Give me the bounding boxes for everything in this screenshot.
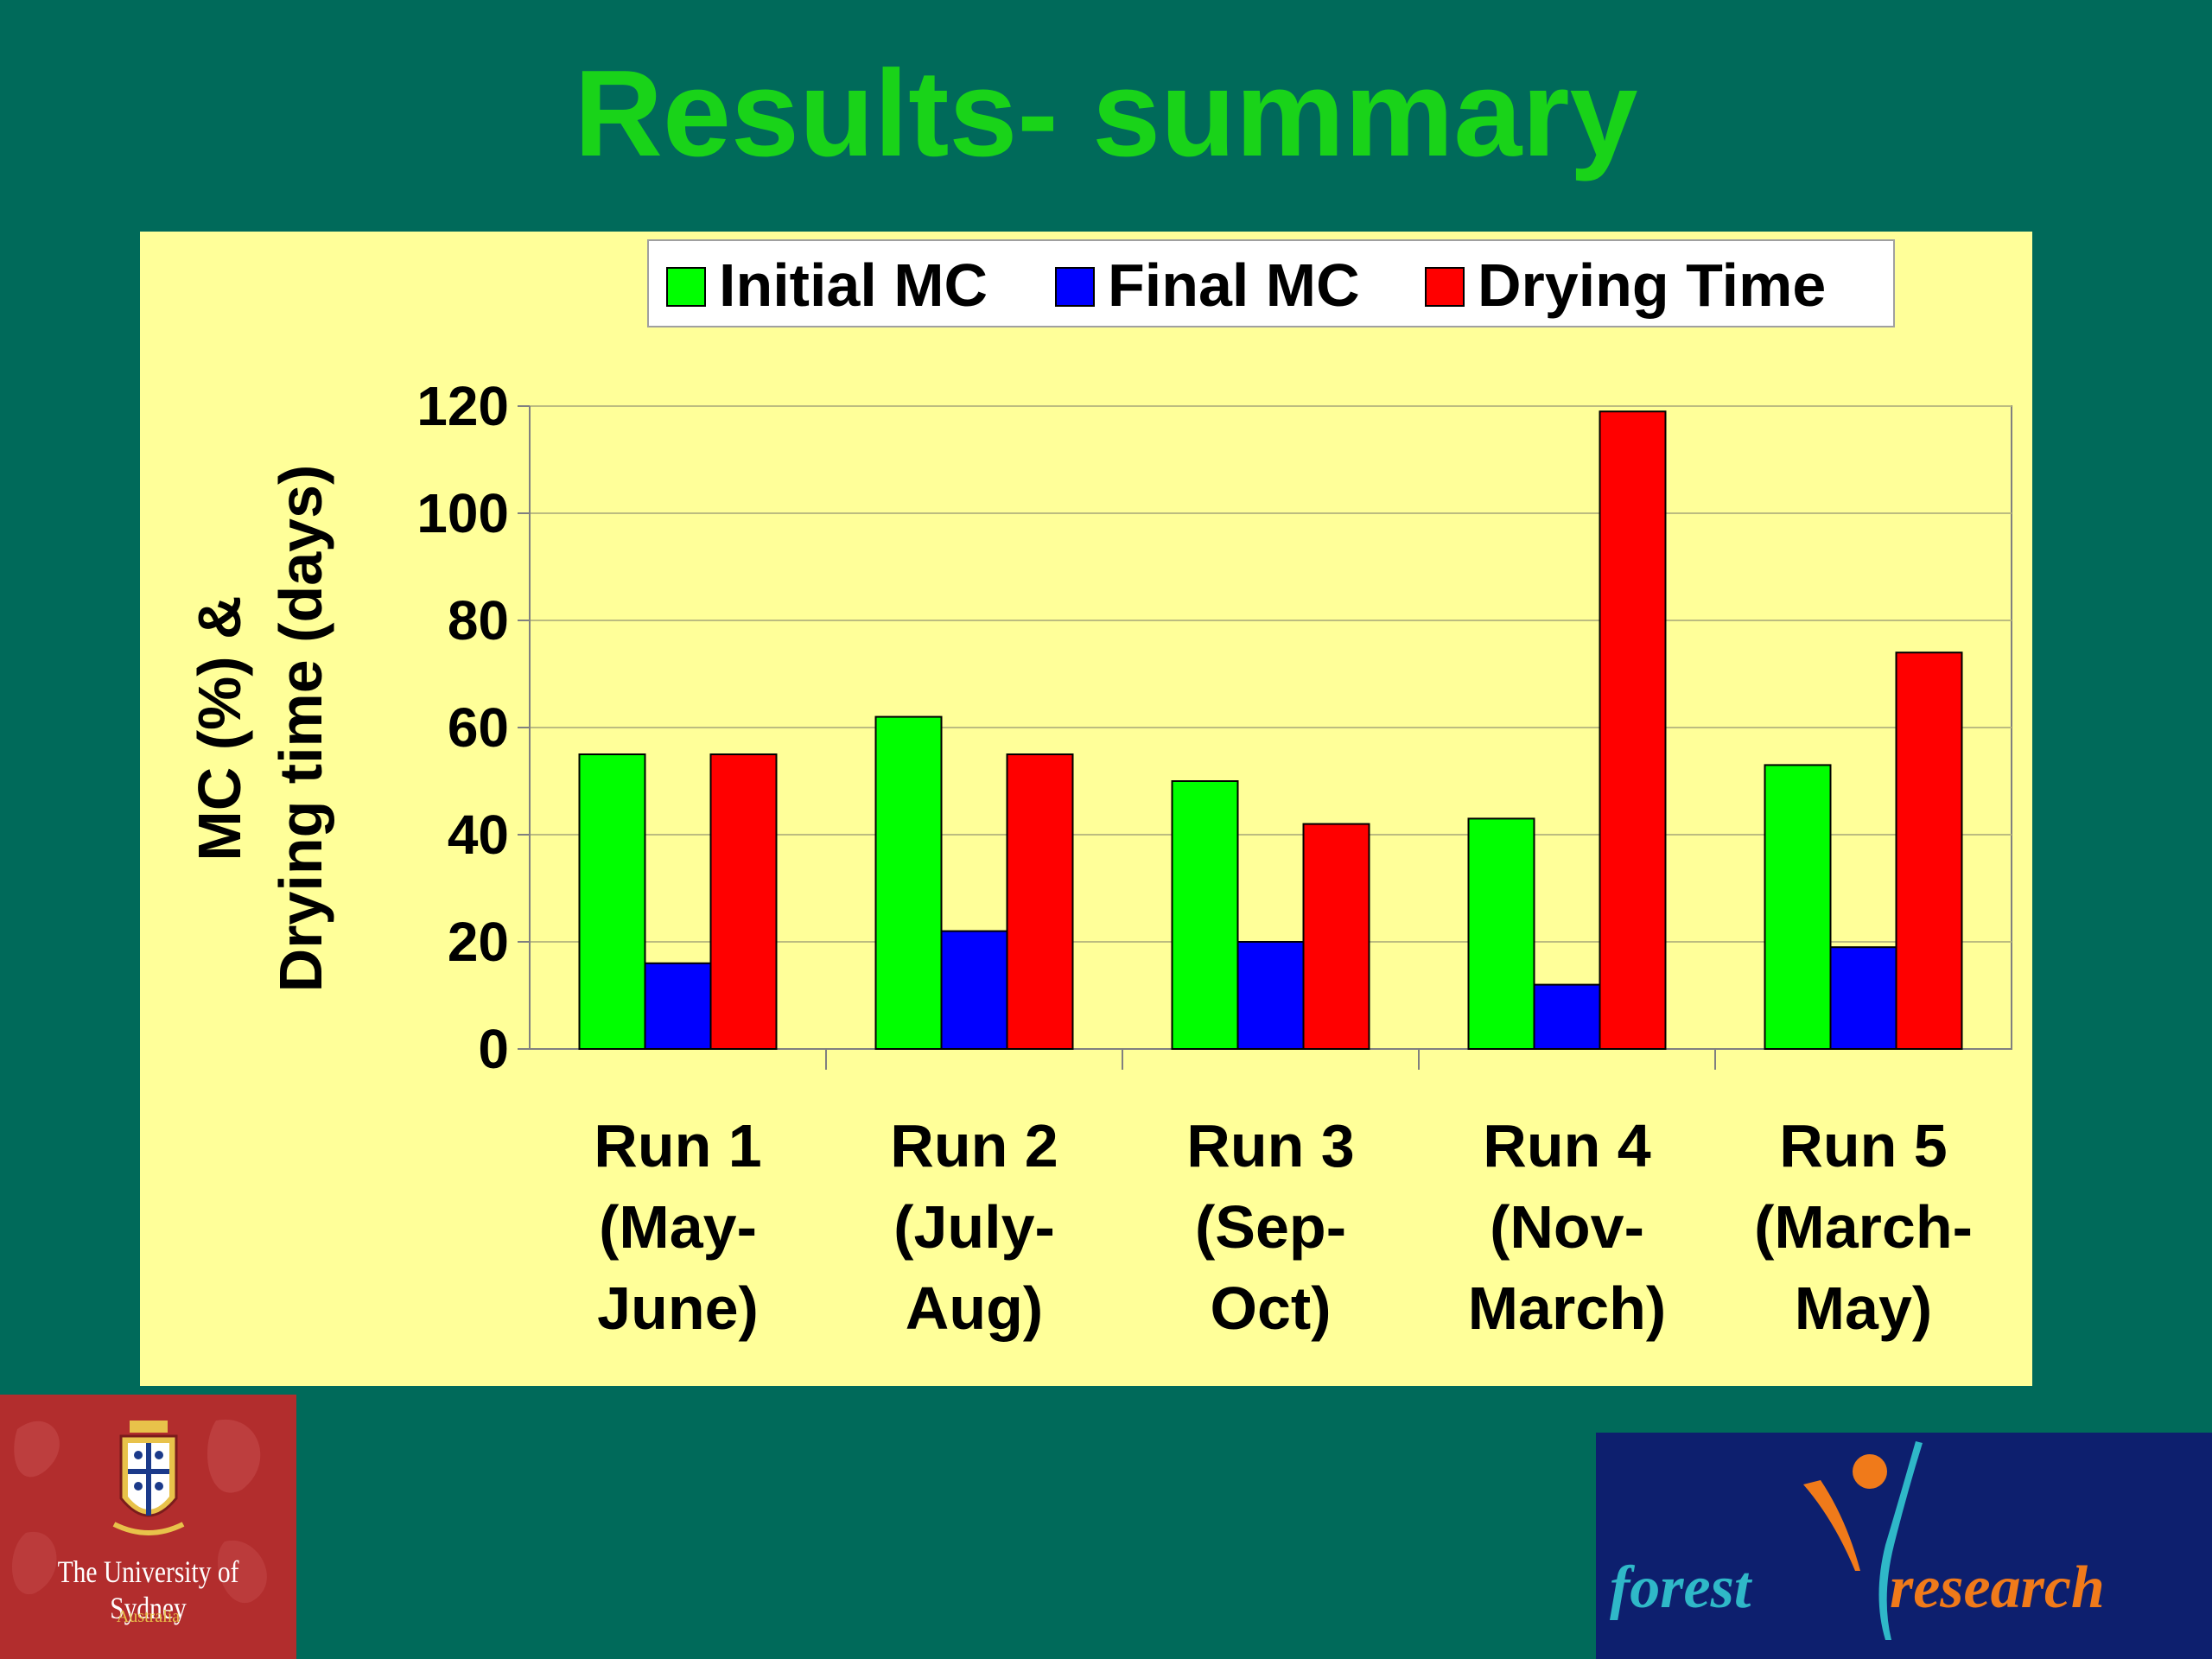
bar-chart: 0 20 40 60 80 100 120 Run 1 (May-June) Run 2 (July… <box>186 239 2012 1342</box>
y-tick-label: 80 <box>448 589 509 652</box>
legend-swatch <box>1425 267 1465 307</box>
bar-initial-mc <box>1467 817 1535 1051</box>
bar-drying-time <box>709 753 778 1050</box>
legend-label: Final MC <box>1108 251 1360 319</box>
forest-research-figure-icon <box>1803 1441 1923 1640</box>
bar-initial-mc <box>578 753 646 1050</box>
bar-drying-time <box>1895 652 1963 1050</box>
legend-swatch <box>1055 267 1095 307</box>
bar-initial-mc <box>1171 780 1239 1050</box>
x-tick-label: Run 1 (May-June) <box>594 1112 761 1342</box>
x-tick-label: Run 2 (July-Aug) <box>890 1112 1058 1342</box>
page-title: Results- summary <box>574 45 1638 182</box>
legend-label: Initial MC <box>719 251 988 319</box>
university-of-sydney-logo: The University of Sydney Australia <box>0 1395 296 1659</box>
chart-panel: 0 20 40 60 80 100 120 Run 1 (May-June) Run 2 (July… <box>140 232 2032 1386</box>
x-tick-label: Run 3 (Sep-Oct) <box>1186 1112 1354 1342</box>
research-word: research <box>1890 1554 2105 1621</box>
forest-research-logo: forest research <box>1596 1433 2212 1659</box>
legend <box>647 239 1895 327</box>
y-tick-label: 100 <box>416 482 509 544</box>
forest-word: forest <box>1610 1554 1751 1621</box>
y-axis-label: MC (%) & Drying time (days) <box>186 465 334 993</box>
legend-swatch <box>666 267 706 307</box>
bar-drying-time <box>1006 753 1074 1050</box>
bar-final-mc <box>940 930 1008 1050</box>
bar-initial-mc <box>874 715 943 1050</box>
x-tick-label: Run 5 (March-May) <box>1754 1112 1973 1342</box>
bar-final-mc <box>1533 983 1601 1050</box>
bar-final-mc <box>1236 941 1305 1050</box>
y-tick-label: 60 <box>448 696 509 759</box>
legend-label: Drying Time <box>1478 251 1826 319</box>
university-crest-icon <box>11 1419 267 1604</box>
y-tick-label: 120 <box>416 375 509 437</box>
bar-initial-mc <box>1764 764 1832 1051</box>
university-name: The University of Sydney <box>57 1554 239 1625</box>
y-tick-label: 20 <box>448 911 509 973</box>
x-tick-label: Run 4 (Nov-March) <box>1468 1112 1666 1342</box>
y-tick-label: 40 <box>448 804 509 866</box>
bar-final-mc <box>1829 946 1897 1051</box>
bar-final-mc <box>644 962 712 1050</box>
bar-drying-time <box>1302 823 1370 1050</box>
university-country: Australia <box>116 1607 181 1626</box>
bar-drying-time <box>1599 410 1667 1050</box>
y-tick-label: 0 <box>478 1018 509 1080</box>
